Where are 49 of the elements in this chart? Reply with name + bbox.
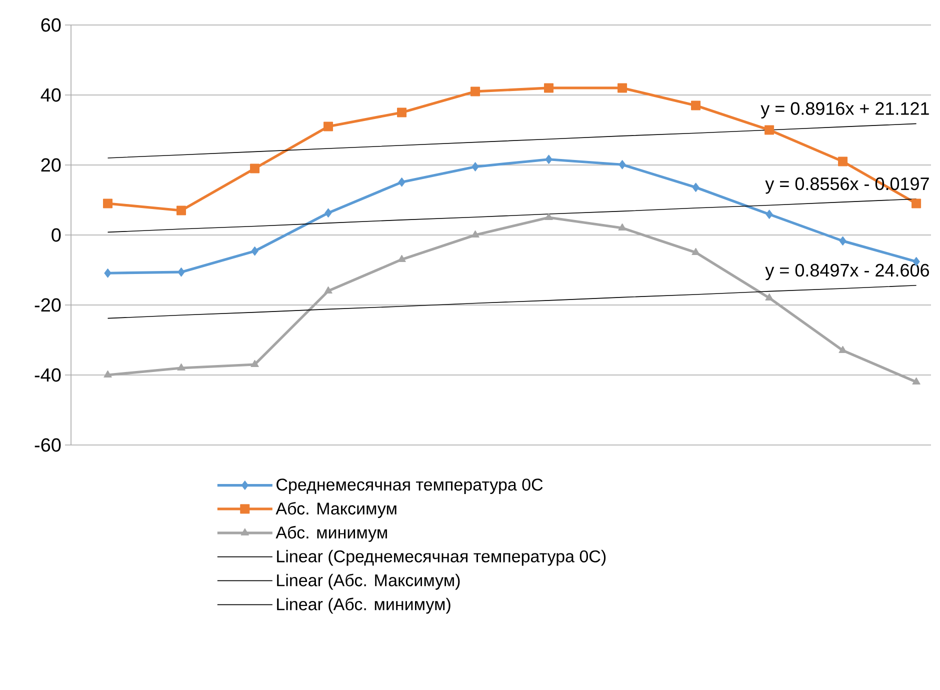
legend-label: Linear (Абс. минимум) <box>277 598 450 614</box>
point <box>104 268 112 278</box>
annotation: y = 0.8497x - 24.606 <box>765 264 929 280</box>
point <box>618 223 626 230</box>
y-tick-label: 60 <box>41 18 61 32</box>
point <box>692 248 700 255</box>
line-series <box>107 284 917 319</box>
point <box>692 182 700 192</box>
point <box>250 360 259 367</box>
point <box>324 208 332 218</box>
point <box>177 363 186 370</box>
point <box>324 286 332 294</box>
y-tick-label: 20 <box>41 158 61 172</box>
point <box>472 162 479 172</box>
legend-label: Среднемесячная температура 0С <box>276 478 543 494</box>
y-tick-label: 40 <box>40 88 61 102</box>
annotation: y = 0.8916x + 21.121 <box>760 102 929 118</box>
point <box>251 246 258 256</box>
legend-label: Linear (Абс. Максимум) <box>277 574 460 590</box>
point <box>103 198 113 208</box>
y-tick-label: -40 <box>34 368 61 382</box>
point <box>912 377 920 384</box>
point <box>544 83 554 93</box>
point <box>398 177 406 187</box>
point <box>324 122 334 132</box>
point <box>545 154 552 164</box>
legend-label: Linear (Среднемесячная температура 0С) <box>277 550 606 566</box>
point <box>839 236 846 246</box>
point <box>912 198 922 208</box>
point <box>766 210 773 220</box>
y-tick-label: -60 <box>34 438 61 452</box>
point <box>471 230 480 238</box>
y-tick-label: -20 <box>34 298 61 312</box>
point <box>104 370 112 378</box>
y-tick-label: 0 <box>52 228 61 242</box>
point <box>765 293 774 300</box>
point <box>178 267 185 277</box>
legend-label: Абс. Максимум <box>276 502 396 518</box>
point <box>691 100 701 110</box>
point <box>764 125 774 135</box>
point <box>618 83 628 93</box>
point <box>176 206 186 216</box>
legend-label: Абс. минимум <box>276 526 387 542</box>
point <box>838 156 848 166</box>
point <box>470 86 480 96</box>
point <box>397 108 407 118</box>
point <box>250 164 260 174</box>
point <box>544 212 553 220</box>
point <box>618 160 626 170</box>
